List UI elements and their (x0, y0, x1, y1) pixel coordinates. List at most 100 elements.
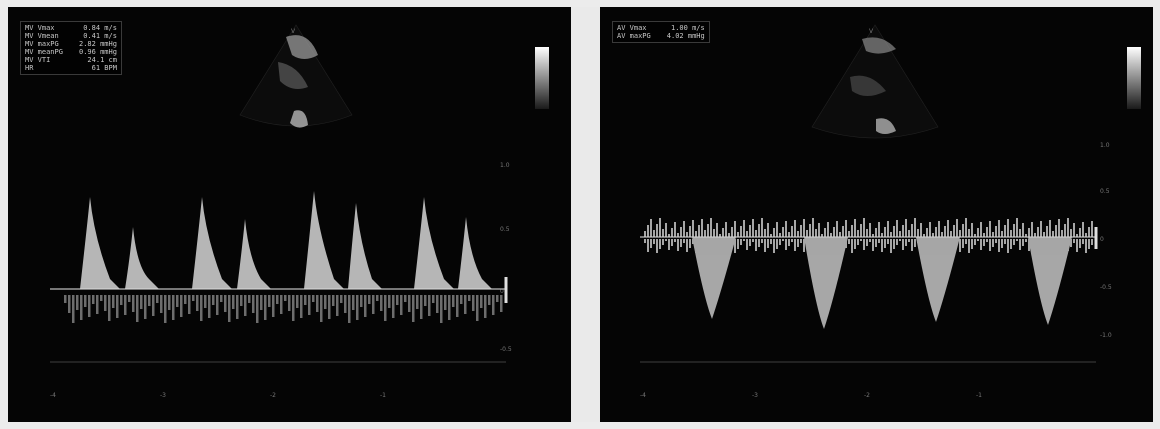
signal-strip (1076, 234, 1078, 237)
signal-strip (860, 224, 862, 237)
svg-text:-2: -2 (864, 392, 870, 399)
signal-strip (800, 225, 802, 237)
signal-strip (767, 223, 769, 237)
svg-text:-4: -4 (50, 392, 56, 399)
signal-strip (740, 239, 742, 245)
measurement-value: 61 BPM (91, 64, 117, 72)
signal-strip (776, 239, 778, 249)
signal-strip (668, 234, 670, 237)
signal-strip (428, 295, 431, 316)
signal-strip (770, 239, 772, 244)
measurement-row: AV Vmax 1.00 m/s (617, 24, 705, 32)
signal-strip (1007, 219, 1009, 237)
signal-strip (144, 295, 147, 319)
signal-strip (1091, 221, 1093, 237)
signal-strip (348, 295, 351, 323)
signal-strip (989, 239, 991, 251)
signal-strip (647, 225, 649, 237)
signal-strip (761, 239, 763, 243)
signal-strip (280, 295, 283, 314)
signal-strip (352, 295, 355, 310)
measurement-value: 0.96 mmHg (79, 48, 117, 56)
signal-strip (752, 219, 754, 237)
signal-strip (815, 229, 817, 237)
signal-strip (665, 239, 667, 241)
signal-strip (1046, 226, 1048, 237)
av-doppler-panel: V 1.0 0.5 0 -0.5 -1.0 -4 -3 -2 -1 AV Vma… (600, 7, 1153, 422)
signal-strip (188, 295, 191, 314)
measurement-label: MV meanPG (25, 48, 63, 56)
signal-strip (671, 239, 673, 246)
signal-strip (947, 220, 949, 237)
signal-strip (923, 234, 925, 237)
signal-strip (956, 219, 958, 237)
signal-strip (671, 228, 673, 237)
svg-text:-3: -3 (752, 392, 758, 399)
signal-strip (857, 239, 859, 245)
signal-strip (869, 239, 871, 242)
signal-strip (264, 295, 267, 320)
signal-strip (1001, 231, 1003, 237)
signal-strip (1067, 218, 1069, 237)
signal-strip (806, 230, 808, 237)
signal-strip (998, 220, 1000, 237)
signal-strip (140, 295, 143, 309)
signal-strip (890, 232, 892, 237)
signal-strip (1055, 225, 1057, 237)
ejection-envelope (1028, 237, 1072, 325)
signal-strip (911, 239, 913, 251)
signal-strip (212, 295, 215, 305)
signal-strip (1061, 230, 1063, 237)
signal-strip (980, 222, 982, 237)
signal-strip (764, 239, 766, 252)
signal-strip (803, 239, 805, 252)
svg-text:V: V (291, 28, 296, 35)
signal-strip (1085, 233, 1087, 237)
signal-strip (148, 295, 151, 306)
signal-strip (1088, 227, 1090, 237)
signal-strip (662, 229, 664, 237)
signal-strip (851, 225, 853, 237)
signal-strip (424, 295, 427, 306)
signal-strip (196, 295, 199, 311)
signal-strip (232, 295, 235, 309)
signal-strip (1019, 229, 1021, 237)
signal-strip (384, 295, 387, 321)
signal-strip (76, 295, 79, 310)
signal-strip (914, 218, 916, 237)
signal-strip (224, 295, 227, 312)
signal-strip (304, 295, 307, 305)
signal-strip (902, 239, 904, 250)
measurement-row: MV meanPG 0.96 mmHg (25, 48, 117, 56)
signal-strip (176, 295, 179, 307)
signal-strip (492, 295, 495, 315)
signal-strip (731, 227, 733, 237)
signal-strip (1070, 229, 1072, 237)
signal-strip (268, 295, 271, 307)
signal-strip (368, 295, 371, 304)
signal-strip (1025, 234, 1027, 237)
gray-scale-bar (1127, 47, 1141, 109)
signal-strip (316, 295, 319, 312)
signal-strip (1082, 222, 1084, 237)
signal-strip (797, 231, 799, 237)
signal-strip (216, 295, 219, 315)
signal-strip (396, 295, 399, 305)
signal-strip (686, 232, 688, 237)
panel-separator (571, 7, 600, 422)
signal-strip (96, 295, 99, 314)
signal-strip (228, 295, 231, 322)
signal-strip (860, 239, 862, 241)
measurement-value: 0.84 m/s (83, 24, 117, 32)
signal-strip (839, 232, 841, 237)
signal-strip (1085, 239, 1087, 253)
signal-strip (824, 228, 826, 237)
signal-strip (184, 295, 187, 304)
signal-strip (376, 295, 379, 301)
signal-strip (710, 218, 712, 237)
signal-strip (668, 239, 670, 250)
signal-strip (400, 295, 403, 315)
signal-strip (908, 239, 910, 242)
measurement-label: AV maxPG (617, 32, 651, 40)
signal-strip (683, 239, 685, 243)
